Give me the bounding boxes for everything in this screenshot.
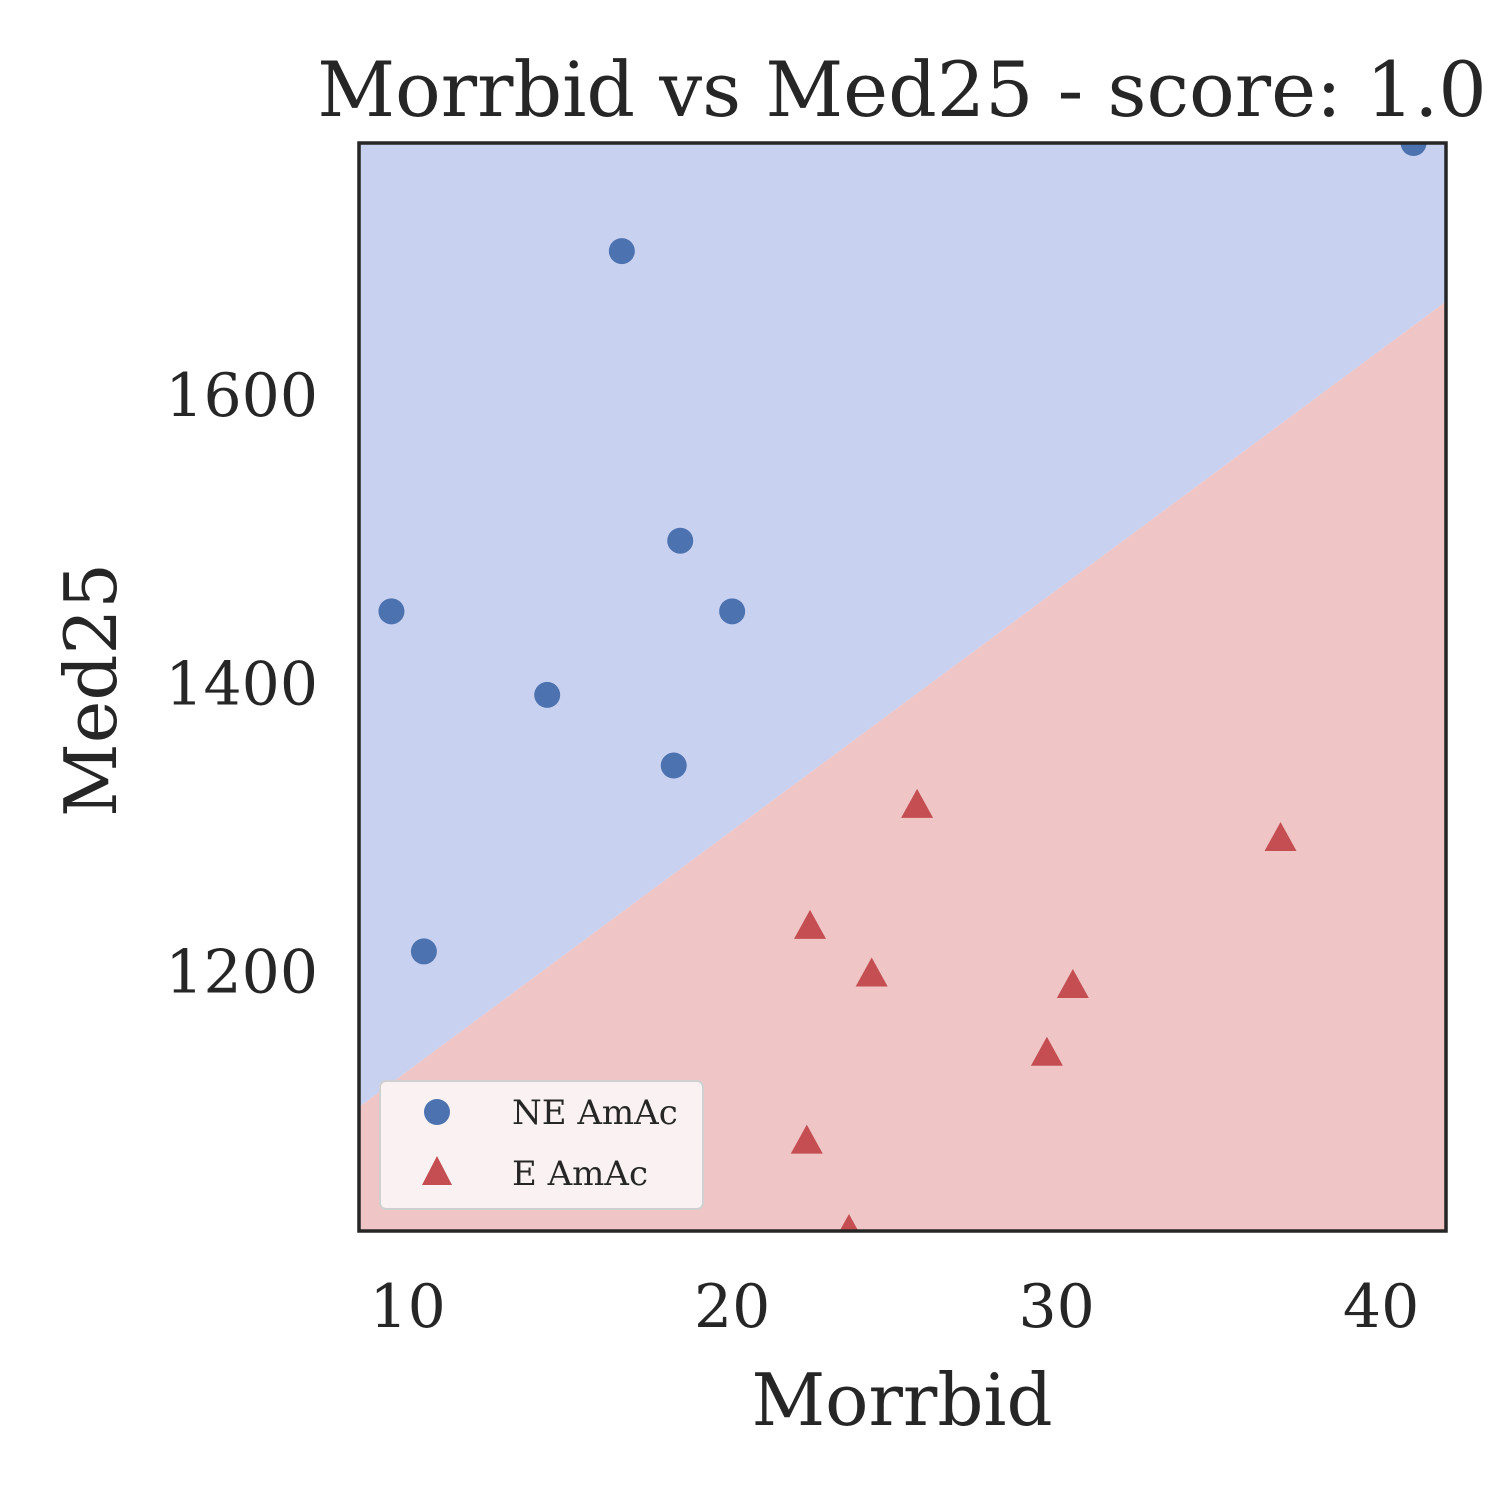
point-e-amac-6: [1056, 969, 1089, 999]
data-points: [378, 143, 1427, 1231]
point-ne-amac-3: [608, 238, 635, 265]
y-tick-label-1600: 1600: [165, 361, 318, 431]
legend-label-e-amac: E AmAc: [512, 1154, 648, 1194]
x-tick-label-30: 30: [1018, 1272, 1094, 1342]
x-axis-ticks: 10 20 30 40: [369, 1272, 1419, 1342]
y-tick-label-1200: 1200: [165, 938, 318, 1008]
x-axis-label: Morrbid: [751, 1358, 1052, 1442]
legend-marker-ne-amac: [424, 1099, 450, 1125]
y-axis-label: Med25: [49, 563, 133, 817]
legend-box: [379, 1080, 704, 1210]
chart-title: Morrbid vs Med25 - score: 1.0: [317, 45, 1487, 134]
point-e-amac-7: [1264, 822, 1297, 852]
point-ne-amac-2: [534, 681, 561, 708]
point-ne-amac-4: [660, 752, 687, 779]
plot-area: [359, 143, 1446, 1231]
x-tick-label-40: 40: [1343, 1272, 1419, 1342]
legend: NE AmAc E AmAc: [379, 1080, 704, 1210]
y-axis-ticks: 1200 1400 1600: [165, 361, 318, 1007]
legend-label-ne-amac: NE AmAc: [512, 1093, 678, 1133]
point-ne-amac-0: [378, 598, 405, 625]
point-e-amac-4: [901, 788, 934, 818]
decision-region-ne-amac: [359, 143, 1446, 1108]
point-ne-amac-5: [667, 527, 694, 554]
x-tick-label-10: 10: [369, 1272, 445, 1342]
point-e-amac-2: [839, 1214, 859, 1231]
point-ne-amac-6: [719, 598, 746, 625]
x-tick-label-20: 20: [694, 1272, 770, 1342]
point-e-amac-3: [855, 957, 888, 987]
point-ne-amac-7: [1400, 143, 1427, 156]
point-ne-amac-1: [410, 938, 437, 965]
decision-region-e-amac: [359, 301, 1446, 1231]
legend-marker-e-amac: [422, 1156, 452, 1185]
point-e-amac-0: [790, 1124, 823, 1154]
point-e-amac-1: [794, 909, 827, 939]
plot-frame: [357, 141, 1448, 1233]
point-e-amac-5: [1030, 1036, 1063, 1066]
y-tick-label-1400: 1400: [165, 649, 318, 719]
